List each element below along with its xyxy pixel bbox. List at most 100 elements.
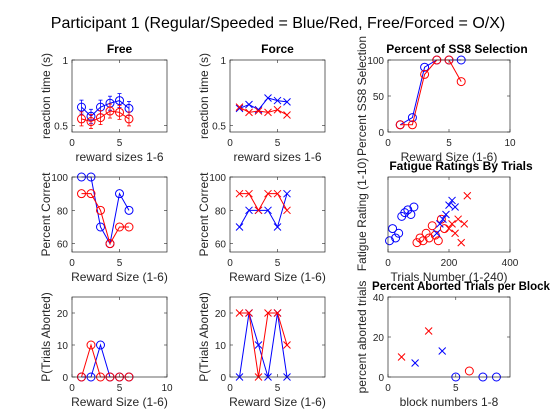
figure-suptitle: Participant 1 (Regular/Speeded = Blue/Re… — [51, 15, 505, 32]
y-axis-label: Percent SS8 Selection — [355, 36, 369, 156]
data-point — [456, 77, 466, 87]
data-point — [445, 224, 453, 233]
marker-stroke — [435, 220, 444, 228]
y-tick-label: 0 — [62, 373, 68, 384]
x-tick-label: 5 — [275, 138, 281, 149]
marker-stroke — [438, 347, 447, 355]
data-point — [451, 203, 459, 211]
marker-stroke — [254, 107, 263, 115]
x-axis-label: reward sizes 1-6 — [75, 150, 163, 164]
marker-stroke — [235, 189, 244, 198]
marker-stroke — [460, 220, 469, 228]
marker-stroke — [411, 359, 419, 367]
data-point — [264, 108, 272, 117]
marker-stroke — [445, 224, 453, 233]
y-tick-label: 1 — [62, 56, 68, 67]
data-point — [77, 102, 86, 112]
axes-frame — [229, 296, 326, 378]
axes-frame — [229, 176, 326, 253]
x-tick-label: 0 — [227, 258, 233, 269]
marker-stroke — [448, 196, 456, 205]
x-axis-label: Reward Size (1-6) — [71, 395, 168, 409]
data-point — [273, 309, 282, 317]
data-point — [420, 62, 430, 72]
marker-stroke — [254, 206, 263, 215]
axes-frame — [71, 176, 168, 253]
y-tick-label: 0.5 — [54, 121, 68, 132]
marker-stroke — [457, 238, 466, 247]
series-line — [239, 312, 288, 378]
y-tick-label: 50 — [373, 92, 385, 103]
y-tick-label: 10 — [57, 341, 69, 352]
data-point — [388, 224, 398, 234]
data-point — [96, 222, 105, 232]
data-point — [96, 113, 105, 123]
data-point — [245, 206, 253, 215]
data-point — [124, 205, 134, 215]
y-axis-label: Fatigue Rating (1-10) — [355, 158, 369, 271]
marker-stroke — [245, 309, 253, 317]
y-tick-label: 60 — [215, 240, 227, 251]
data-point — [407, 120, 417, 130]
data-point — [264, 206, 272, 215]
y-tick-label: 40 — [373, 293, 385, 304]
y-axis-label: percent aborted trials — [355, 281, 369, 394]
series-line — [239, 193, 288, 229]
axes-frame — [387, 296, 511, 378]
marker-stroke — [273, 309, 282, 317]
axes-frame — [229, 59, 326, 133]
marker-stroke — [283, 341, 291, 349]
data-point — [424, 233, 434, 243]
axes-title: Force — [261, 42, 294, 56]
marker-stroke — [273, 223, 282, 231]
y-tick-label: 100 — [209, 173, 226, 184]
x-tick-label: 0 — [227, 383, 233, 394]
y-tick-label: 20 — [57, 309, 69, 320]
marker-stroke — [451, 203, 459, 211]
data-point — [436, 214, 446, 224]
data-point — [115, 96, 124, 106]
marker-stroke — [245, 189, 253, 198]
marker-stroke — [454, 215, 463, 224]
data-point — [463, 191, 472, 200]
marker-stroke — [273, 105, 282, 114]
data-point — [245, 108, 253, 117]
series-line — [239, 312, 288, 378]
data-point — [448, 220, 456, 228]
x-tick-label: 400 — [502, 258, 519, 269]
marker-stroke — [463, 191, 472, 200]
y-tick-label: 100 — [367, 56, 384, 67]
x-tick-label: 5 — [117, 258, 123, 269]
marker-stroke — [273, 189, 282, 198]
axes-frame — [71, 296, 168, 378]
data-point — [77, 114, 86, 124]
data-point — [406, 210, 416, 219]
data-point — [397, 353, 406, 361]
data-point — [86, 189, 96, 199]
subplot-p1: 0 5 0.5 1 Free reward sizes 1-6 reaction time … — [39, 42, 168, 164]
marker-stroke — [273, 96, 282, 105]
marker-stroke — [235, 103, 244, 111]
data-point — [235, 223, 244, 231]
data-point — [115, 222, 124, 232]
x-axis-label: Reward Size (1-6) — [401, 150, 498, 164]
y-axis-label: Percent Correct — [197, 172, 211, 257]
subplot-p4: 0 5 60 80 100 Reward Size (1-6) Percent Correc… — [39, 172, 168, 284]
data-point — [235, 104, 244, 113]
data-point — [435, 220, 444, 228]
axes-title: Percent Aborted Trials per Block — [372, 281, 550, 293]
y-tick-label: 100 — [51, 173, 68, 184]
data-point — [96, 205, 105, 215]
x-tick-label: 0 — [385, 138, 391, 149]
x-tick-label: 0 — [385, 383, 391, 394]
y-axis-label: reaction time (s) — [39, 53, 53, 139]
marker-stroke — [235, 223, 244, 231]
data-point — [86, 340, 96, 350]
series-line — [81, 110, 130, 123]
y-tick-label: 0 — [378, 128, 384, 139]
series-line — [239, 106, 288, 116]
data-point — [421, 228, 431, 238]
